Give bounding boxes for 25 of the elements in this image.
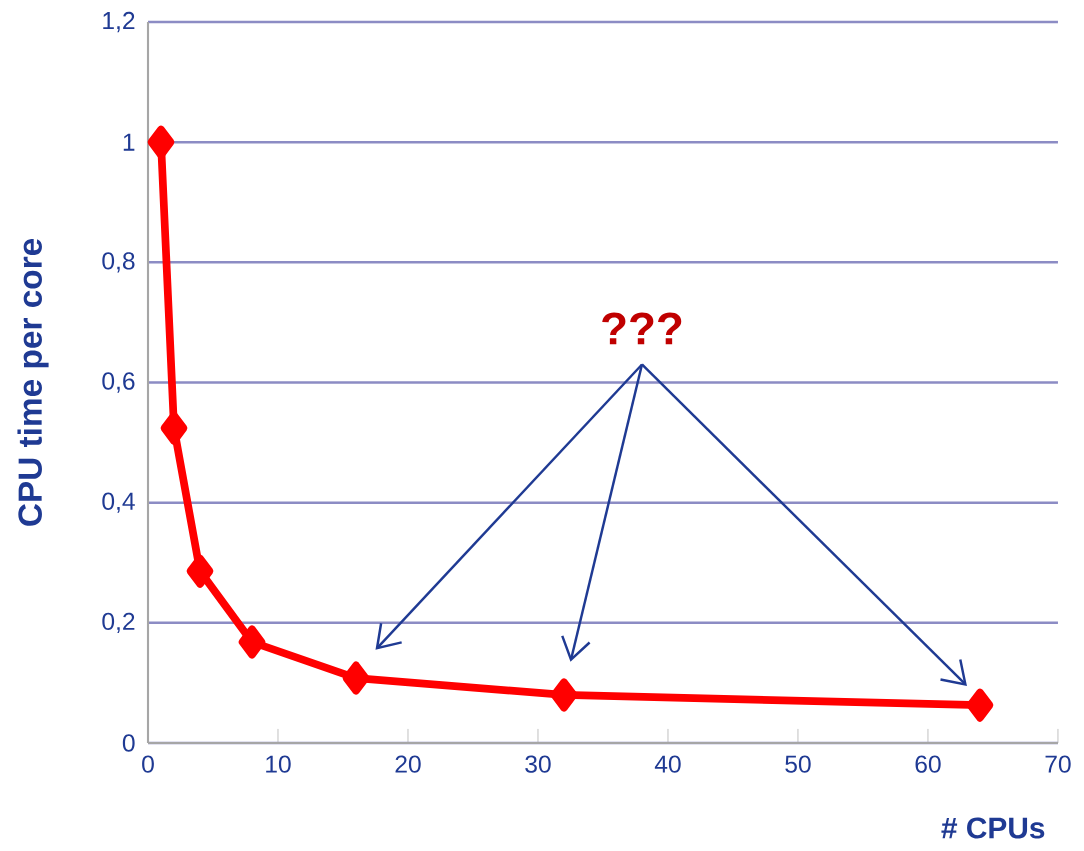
point bbox=[550, 678, 578, 712]
annotation: ??? bbox=[602, 312, 682, 345]
y-axis-title: CPU time per core bbox=[17, 238, 49, 526]
x-axis-title: # CPUs bbox=[941, 817, 1045, 839]
point bbox=[147, 125, 175, 159]
x-tick-label: 10 bbox=[266, 755, 291, 773]
x-tick-label: 40 bbox=[654, 755, 681, 773]
y-tick-label: 0,2 bbox=[102, 612, 135, 633]
y-tick-label: 0,8 bbox=[102, 252, 135, 273]
x-tick-label: 20 bbox=[395, 755, 421, 773]
point bbox=[160, 411, 188, 445]
y-tick-label: 1,2 bbox=[103, 11, 135, 33]
point bbox=[238, 625, 266, 659]
point bbox=[966, 688, 994, 722]
point bbox=[342, 661, 370, 695]
y-tick-label: 1 bbox=[123, 133, 135, 151]
point bbox=[186, 554, 214, 588]
x-tick-label: 0 bbox=[142, 755, 154, 773]
x-tick-label: 60 bbox=[915, 755, 941, 773]
x-tick-label: 30 bbox=[525, 755, 551, 773]
y-tick-label: 0,6 bbox=[102, 372, 135, 393]
x-tick-label: 70 bbox=[1045, 755, 1071, 773]
y-tick-label: 0 bbox=[122, 734, 135, 752]
y-tick-label: 0,4 bbox=[102, 492, 135, 513]
x-tick-label: 50 bbox=[785, 755, 811, 773]
